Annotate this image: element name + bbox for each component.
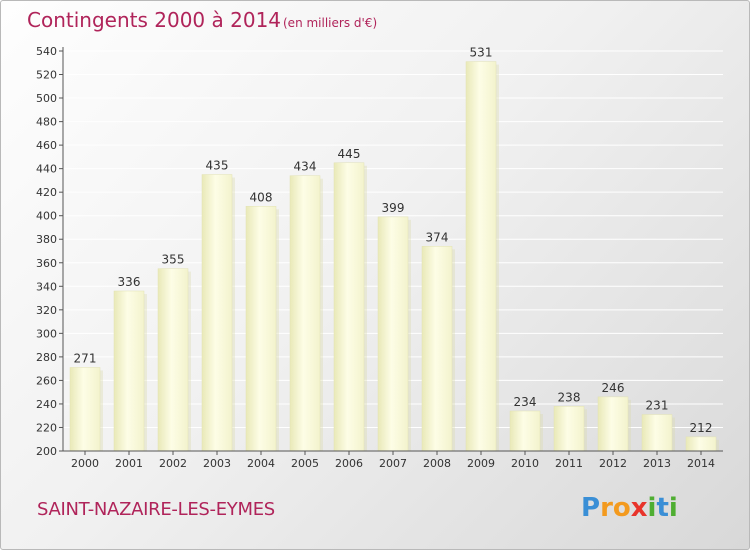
logo-letter: r bbox=[600, 493, 613, 523]
y-tick-label: 500 bbox=[36, 92, 57, 105]
bar bbox=[641, 414, 673, 452]
bar-value-label: 234 bbox=[514, 395, 537, 409]
bar bbox=[157, 268, 189, 452]
bar bbox=[113, 290, 145, 452]
bar-value-label: 435 bbox=[206, 159, 229, 173]
logo-letter: i bbox=[648, 493, 657, 523]
x-tick-label: 2002 bbox=[159, 457, 187, 470]
logo-letter: P bbox=[581, 493, 600, 523]
bar-value-label: 399 bbox=[382, 201, 405, 215]
place-label: SAINT-NAZAIRE-LES-EYMES bbox=[37, 499, 275, 520]
bar-value-label: 271 bbox=[74, 351, 97, 365]
bar-value-label: 336 bbox=[118, 275, 141, 289]
bars bbox=[69, 61, 719, 452]
bar bbox=[289, 175, 321, 452]
x-tick-label: 2003 bbox=[203, 457, 231, 470]
y-tick-label: 200 bbox=[36, 445, 57, 458]
x-tick-label: 2013 bbox=[643, 457, 671, 470]
logo-letter: x bbox=[631, 493, 648, 523]
x-tick-label: 2004 bbox=[247, 457, 275, 470]
bar bbox=[69, 367, 101, 452]
bar-value-label: 355 bbox=[162, 253, 185, 267]
y-tick-label: 280 bbox=[36, 351, 57, 364]
bar-value-label: 231 bbox=[646, 399, 669, 413]
y-tick-label: 460 bbox=[36, 139, 57, 152]
y-tick-label: 340 bbox=[36, 280, 57, 293]
x-tick-label: 2006 bbox=[335, 457, 363, 470]
x-tick-label: 2007 bbox=[379, 457, 407, 470]
bar-value-label: 238 bbox=[558, 390, 581, 404]
y-tick-label: 360 bbox=[36, 257, 57, 270]
bar-value-label: 246 bbox=[602, 381, 625, 395]
logo-letter: t bbox=[656, 493, 668, 523]
value-labels: 271 336 355 435 408 434 445 399 374 531 234 238 246 2… bbox=[74, 46, 713, 435]
bar bbox=[685, 436, 717, 452]
y-tick-label: 480 bbox=[36, 116, 57, 129]
bar-value-label: 374 bbox=[426, 230, 449, 244]
bar bbox=[465, 61, 497, 452]
y-tick-label: 440 bbox=[36, 163, 57, 176]
bar bbox=[201, 174, 233, 452]
y-tick-label: 540 bbox=[36, 45, 57, 58]
bar bbox=[421, 246, 453, 452]
y-tick-label: 300 bbox=[36, 327, 57, 340]
bar bbox=[377, 216, 409, 452]
proxiti-logo: Proxiti bbox=[581, 493, 678, 523]
x-axis-ticks: 2000 2001 2002 2003 2004 2005 2006 2007 2008 2009… bbox=[71, 451, 715, 470]
x-tick-label: 2008 bbox=[423, 457, 451, 470]
chart-title: Contingents 2000 à 2014 bbox=[27, 8, 281, 32]
y-tick-label: 260 bbox=[36, 374, 57, 387]
y-tick-label: 240 bbox=[36, 398, 57, 411]
bar bbox=[509, 410, 541, 452]
bar-value-label: 445 bbox=[338, 147, 361, 161]
x-tick-label: 2005 bbox=[291, 457, 319, 470]
x-tick-label: 2014 bbox=[687, 457, 715, 470]
bar bbox=[245, 206, 277, 452]
bar bbox=[597, 396, 629, 452]
y-tick-label: 420 bbox=[36, 186, 57, 199]
x-tick-label: 2000 bbox=[71, 457, 99, 470]
y-tick-label: 220 bbox=[36, 421, 57, 434]
bar-value-label: 531 bbox=[470, 46, 493, 60]
y-tick-label: 380 bbox=[36, 233, 57, 246]
y-tick-label: 320 bbox=[36, 304, 57, 317]
x-tick-label: 2012 bbox=[599, 457, 627, 470]
x-tick-label: 2011 bbox=[555, 457, 583, 470]
bar-value-label: 212 bbox=[690, 421, 713, 435]
logo-letter: o bbox=[613, 493, 631, 523]
bar bbox=[333, 162, 365, 452]
y-tick-label: 520 bbox=[36, 69, 57, 82]
x-tick-label: 2001 bbox=[115, 457, 143, 470]
x-tick-label: 2009 bbox=[467, 457, 495, 470]
y-tick-label: 400 bbox=[36, 210, 57, 223]
logo-letter: i bbox=[669, 493, 678, 523]
y-axis-ticks: 200 220 240 260 280 300 320 340 360 380 400 420 440 4… bbox=[36, 45, 63, 458]
axes bbox=[62, 47, 723, 452]
bar-value-label: 408 bbox=[250, 190, 273, 204]
bar bbox=[553, 406, 585, 452]
x-tick-label: 2010 bbox=[511, 457, 539, 470]
chart-subtitle: (en milliers d'€) bbox=[283, 16, 377, 30]
bar-value-label: 434 bbox=[294, 160, 317, 174]
